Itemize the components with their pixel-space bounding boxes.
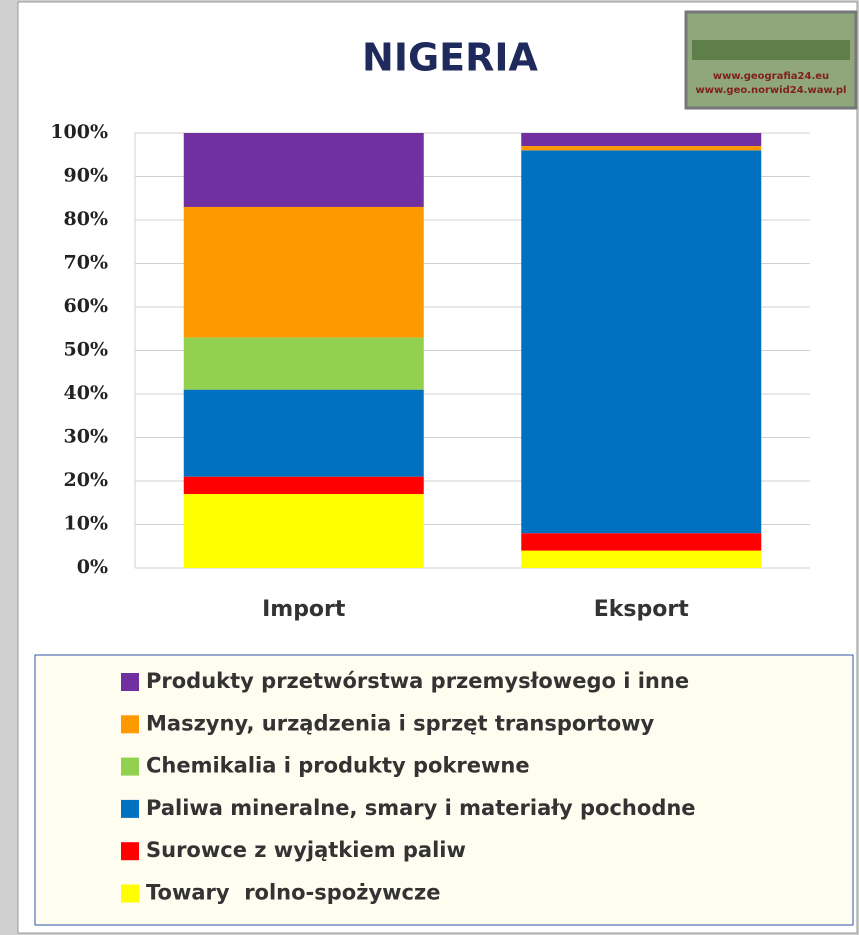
legend-label: Paliwa mineralne, smary i materiały poch… — [146, 796, 696, 820]
bar-segment — [184, 207, 424, 338]
legend-swatch — [121, 885, 139, 903]
y-tick-label: 40% — [64, 382, 109, 404]
legend-swatch — [121, 673, 139, 691]
chart: NIGERIA www.geografia24.eu www.geo.norwi… — [0, 0, 859, 935]
bar-segment — [184, 390, 424, 477]
y-tick-label: 60% — [64, 295, 109, 317]
bar-segment — [184, 337, 424, 389]
bar-segment — [184, 477, 424, 494]
x-tick-label: Eksport — [594, 597, 689, 622]
y-tick-label: 100% — [50, 121, 108, 143]
legend-swatch — [121, 758, 139, 776]
legend-label: Chemikalia i produkty pokrewne — [146, 754, 530, 778]
y-tick-label: 90% — [64, 165, 109, 187]
logo-text: www.geo.norwid24.waw.pl — [696, 85, 847, 96]
legend-label: Surowce z wyjątkiem paliw — [146, 838, 466, 862]
bar-segment — [521, 533, 761, 550]
logo-field — [692, 40, 850, 60]
bar-segment — [184, 133, 424, 207]
bar-segment — [521, 146, 761, 150]
y-tick-label: 50% — [64, 339, 109, 361]
x-tick-label: Import — [262, 597, 346, 622]
y-tick-label: 20% — [64, 469, 109, 491]
chart-title: NIGERIA — [362, 36, 538, 80]
legend-swatch — [121, 715, 139, 733]
legend-label: Towary rolno-spożywcze — [146, 881, 440, 905]
bar-segment — [521, 551, 761, 568]
y-tick-label: 30% — [64, 426, 109, 448]
bar-segment — [184, 494, 424, 568]
legend-swatch — [121, 842, 139, 860]
bar-segment — [521, 150, 761, 533]
logo-text: www.geografia24.eu — [713, 71, 829, 82]
y-tick-label: 0% — [77, 556, 108, 578]
y-tick-label: 10% — [64, 513, 109, 535]
bar-segment — [521, 133, 761, 146]
legend-label: Produkty przetwórstwa przemysłowego i in… — [146, 669, 689, 693]
y-tick-label: 80% — [64, 208, 109, 230]
logo: www.geografia24.eu www.geo.norwid24.waw.… — [686, 12, 856, 108]
legend-swatch — [121, 800, 139, 818]
legend-label: Maszyny, urządzenia i sprzęt transportow… — [146, 711, 655, 735]
y-tick-label: 70% — [64, 252, 109, 274]
